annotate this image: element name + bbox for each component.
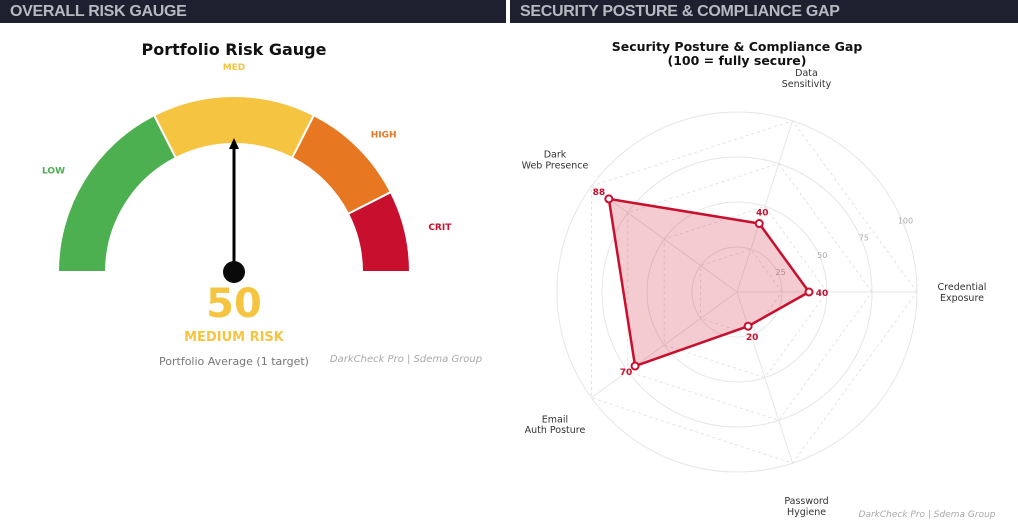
radar-axis-label: Credential Exposure (938, 282, 987, 304)
radar-subtitle: (100 = fully secure) (668, 53, 807, 68)
gauge-credit: DarkCheck Pro | Sdema Group (330, 354, 482, 365)
radar-data-label: 20 (746, 333, 759, 343)
radar-grid-pentagon (627, 163, 873, 421)
radar-tick-label: 25 (776, 268, 786, 277)
gauge-title: Portfolio Risk Gauge (142, 40, 327, 59)
radar-point (743, 321, 753, 331)
gauge-value: 50 (206, 281, 262, 327)
needle-arrow-icon (229, 138, 239, 149)
radar-axis-line (736, 291, 794, 464)
radar-axis-label: Email Auth Posture (525, 414, 586, 436)
radar-point (604, 194, 614, 204)
radar-data-label: 70 (620, 368, 633, 378)
radar-point (804, 287, 814, 297)
gauge-band-label: MED (223, 63, 246, 73)
gauge-band-low (56, 113, 178, 273)
gauge-band-label: CRIT (428, 223, 452, 233)
radar-grid-pentagon (663, 205, 828, 379)
radar-axis-label: Dark Web Presence (522, 150, 589, 172)
radar-data-label: 40 (816, 289, 829, 299)
gauge-risk-label: MEDIUM RISK (184, 330, 285, 345)
radar-grid-pentagon (700, 248, 783, 336)
radar-axis-line (591, 291, 738, 399)
radar-axis-label: Password Hygiene (784, 496, 828, 518)
radar-credit: DarkCheck Pro | Sdema Group (859, 510, 996, 520)
gauge-band-label: LOW (42, 167, 65, 177)
panel-header-radar: SECURITY POSTURE & COMPLIANCE GAP (510, 0, 1018, 23)
radar-tick-label: 75 (859, 234, 869, 243)
panel-header-gauge: OVERALL RISK GAUGE (0, 0, 506, 23)
gauge-hub (223, 261, 245, 283)
radar-point (630, 361, 640, 371)
radar-grid-pentagon (590, 120, 918, 464)
radar-series-area (607, 197, 811, 368)
gauge-band-crit (346, 190, 412, 273)
radar-data-label: 40 (756, 209, 769, 219)
radar-tick-label: 50 (817, 251, 827, 260)
radar-title: Security Posture & Compliance Gap (612, 39, 863, 54)
gauge-band-label: HIGH (371, 130, 397, 140)
gauge-subtitle: Portfolio Average (1 target) (159, 355, 309, 368)
radar-data-label: 88 (593, 188, 606, 198)
radar-axis-line (736, 120, 794, 293)
radar-point (754, 219, 764, 229)
radar-axis-line (591, 185, 738, 293)
radar-axis-label: Data Sensitivity (782, 68, 832, 90)
radar-tick-label: 100 (898, 217, 913, 226)
